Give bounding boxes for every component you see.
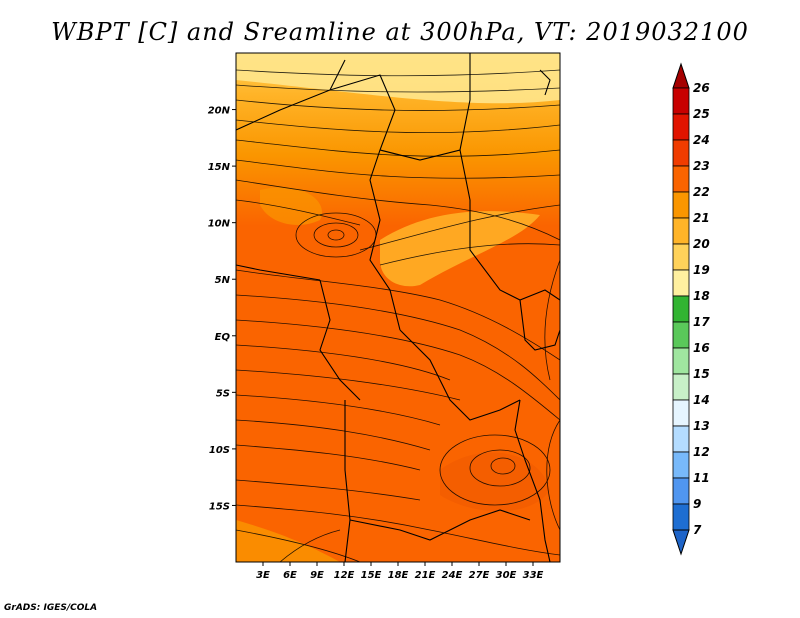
colorbar-label: 12 bbox=[693, 445, 710, 459]
x-tick-label: 15E bbox=[361, 570, 382, 581]
x-tick-label: 30E bbox=[496, 570, 517, 581]
x-tick-label: 21E bbox=[415, 570, 436, 581]
colorbar-segment bbox=[672, 373, 690, 401]
y-tick-label: 10N bbox=[208, 219, 231, 230]
y-tick-label: 20N bbox=[208, 106, 231, 117]
colorbar-label: 9 bbox=[693, 497, 701, 511]
colorbar-segment bbox=[672, 217, 690, 245]
x-tick-label: 33E bbox=[523, 570, 544, 581]
x-tick-label: 24E bbox=[442, 570, 463, 581]
colorbar-label: 22 bbox=[693, 185, 710, 199]
grads-credit: GrADS: IGES/COLA bbox=[4, 603, 98, 613]
colorbar-label: 13 bbox=[693, 419, 710, 433]
colorbar-label: 7 bbox=[693, 523, 702, 537]
colorbar-label: 11 bbox=[693, 471, 710, 485]
y-tick-label: EQ bbox=[215, 332, 231, 343]
y-axis-ticks: 20N 15N 10N 5N EQ 5S 10S 15S bbox=[208, 106, 236, 512]
colorbar-segment bbox=[672, 477, 690, 505]
x-tick-label: 27E bbox=[469, 570, 490, 581]
x-axis-ticks: 3E 6E 9E 12E 15E 18E 21E 24E 27E 30E 33E bbox=[256, 562, 544, 581]
colorbar-label: 18 bbox=[693, 289, 710, 303]
colorbar-segment bbox=[672, 399, 690, 427]
x-tick-label: 6E bbox=[283, 570, 297, 581]
x-tick-label: 18E bbox=[388, 570, 409, 581]
colorbar-label: 17 bbox=[693, 315, 710, 329]
chart-title: WBPT [C] and Sreamline at 300hPa, VT: 20… bbox=[51, 18, 749, 46]
colorbar: 26 25 24 23 22 21 20 19 18 17 16 15 14 13 12 11 9 7 bbox=[672, 62, 710, 556]
colorbar-label: 20 bbox=[693, 237, 710, 251]
colorbar-label: 21 bbox=[693, 211, 710, 225]
colorbar-segment bbox=[672, 451, 690, 479]
colorbar-segment bbox=[672, 269, 690, 297]
colorbar-label: 24 bbox=[693, 133, 710, 147]
colorbar-bottom-arrow bbox=[672, 529, 690, 556]
colorbar-segment bbox=[672, 165, 690, 193]
colorbar-segment bbox=[672, 113, 690, 141]
colorbar-label: 26 bbox=[693, 81, 710, 95]
colorbar-segment bbox=[672, 321, 690, 349]
colorbar-segment bbox=[672, 243, 690, 271]
colorbar-segment bbox=[672, 295, 690, 323]
x-tick-label: 3E bbox=[256, 570, 270, 581]
colorbar-label: 15 bbox=[693, 367, 710, 381]
colorbar-segment bbox=[672, 503, 690, 531]
temperature-field bbox=[236, 53, 560, 562]
colorbar-segment bbox=[672, 347, 690, 375]
colorbar-segment bbox=[672, 425, 690, 453]
y-tick-label: 5S bbox=[216, 388, 230, 399]
colorbar-segment bbox=[672, 139, 690, 167]
colorbar-label: 14 bbox=[693, 393, 710, 407]
x-tick-label: 12E bbox=[334, 570, 355, 581]
y-tick-label: 10S bbox=[209, 445, 230, 456]
colorbar-segment bbox=[672, 191, 690, 219]
y-tick-label: 15N bbox=[208, 162, 231, 173]
y-tick-label: 5N bbox=[215, 275, 231, 286]
colorbar-top-arrow bbox=[672, 62, 690, 89]
colorbar-label: 25 bbox=[693, 107, 710, 121]
colorbar-segment bbox=[672, 87, 690, 115]
colorbar-label: 19 bbox=[693, 263, 710, 277]
x-tick-label: 9E bbox=[310, 570, 324, 581]
colorbar-label: 16 bbox=[693, 341, 710, 355]
y-tick-label: 15S bbox=[209, 501, 230, 512]
colorbar-label: 23 bbox=[693, 159, 710, 173]
